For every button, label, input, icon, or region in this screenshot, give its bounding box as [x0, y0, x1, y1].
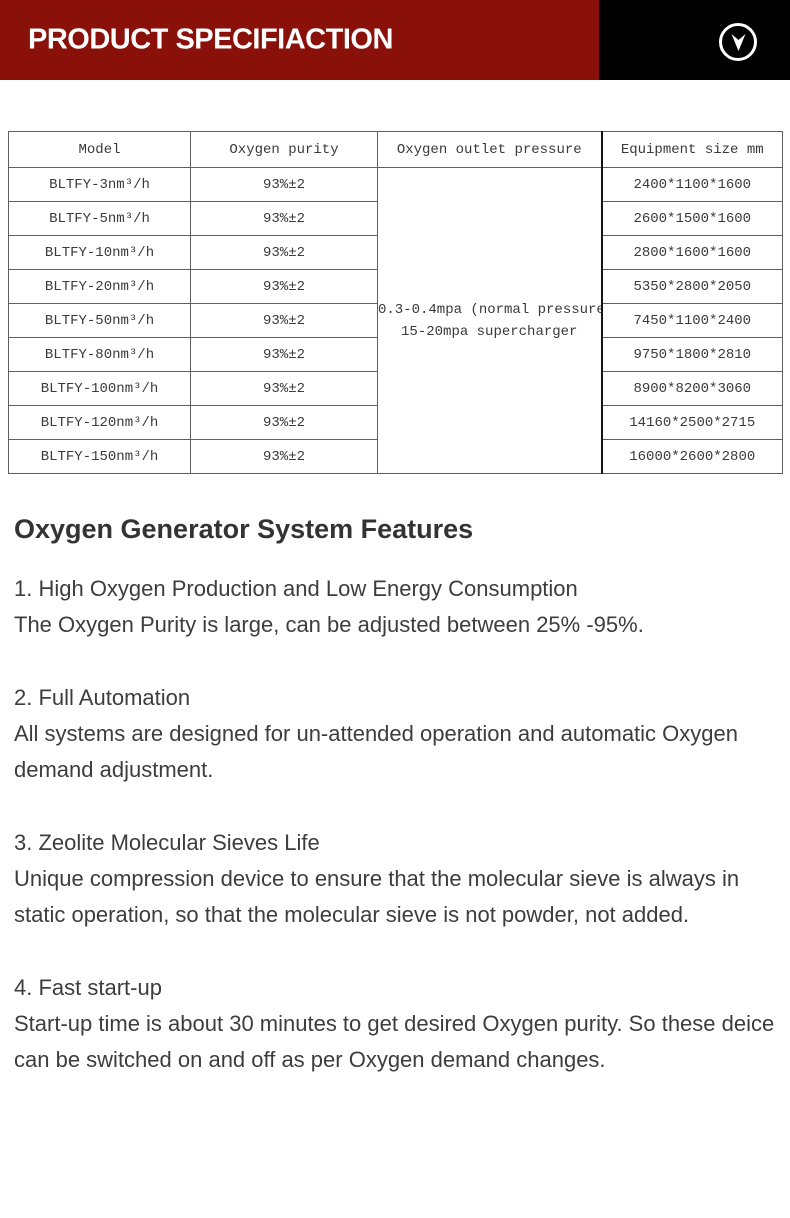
purity-cell: 93%±2 [190, 269, 378, 304]
feature-title: 3. Zeolite Molecular Sieves Life [14, 830, 320, 855]
feature-item: 1. High Oxygen Production and Low Energy… [14, 571, 776, 643]
pressure-line: 15-20mpa supercharger [401, 323, 578, 340]
feature-title: 4. Fast start-up [14, 975, 162, 1000]
table-row: BLTFY-120nm³/h 93%±2 14160*2500*2715 [8, 405, 783, 440]
feature-title: 2. Full Automation [14, 685, 191, 710]
header-banner: PRODUCT SPECIFIACTION [0, 0, 790, 80]
model-cell: BLTFY-150nm³/h [8, 439, 191, 474]
feature-body: All systems are designed for un-attended… [14, 721, 738, 782]
size-cell: 2400*1100*1600 [600, 167, 783, 202]
model-cell: BLTFY-20nm³/h [8, 269, 191, 304]
pressure-merged-cell: 0.3-0.4mpa (normal pressure) 15-20mpa sup… [377, 167, 602, 474]
size-cell: 14160*2500*2715 [600, 405, 783, 440]
feature-title: 1. High Oxygen Production and Low Energy… [14, 576, 578, 601]
features-section: Oxygen Generator System Features 1. High… [14, 514, 776, 1078]
model-cell: BLTFY-5nm³/h [8, 201, 191, 236]
feature-item: 4. Fast start-up Start-up time is about 3… [14, 970, 776, 1078]
col-header-size: Equipment size mm [600, 131, 783, 168]
size-cell: 2600*1500*1600 [600, 201, 783, 236]
table-header-row: Model Oxygen purity Oxygen outlet pressu… [8, 131, 783, 168]
feature-body: The Oxygen Purity is large, can be adjus… [14, 612, 644, 637]
scroll-down-button[interactable] [719, 23, 757, 61]
pressure-line: 0.3-0.4mpa (normal pressure) [378, 301, 602, 318]
col-header-pressure: Oxygen outlet pressure [377, 131, 602, 168]
table-row: BLTFY-5nm³/h 93%±2 2600*1500*1600 [8, 201, 783, 236]
size-cell: 7450*1100*2400 [600, 303, 783, 338]
size-cell: 5350*2800*2050 [600, 269, 783, 304]
table-row: BLTFY-150nm³/h 93%±2 16000*2600*2800 [8, 439, 783, 474]
feature-body: Unique compression device to ensure that… [14, 866, 740, 927]
table-row: BLTFY-100nm³/h 93%±2 8900*8200*3060 [8, 371, 783, 406]
page-title: PRODUCT SPECIFIACTION [28, 23, 393, 56]
table-row: BLTFY-20nm³/h 93%±2 5350*2800*2050 [8, 269, 783, 304]
purity-cell: 93%±2 [190, 303, 378, 338]
table-row: BLTFY-50nm³/h 93%±2 7450*1100*2400 [8, 303, 783, 338]
features-list: 1. High Oxygen Production and Low Energy… [14, 571, 776, 1078]
size-cell: 8900*8200*3060 [600, 371, 783, 406]
model-cell: BLTFY-120nm³/h [8, 405, 191, 440]
purity-cell: 93%±2 [190, 371, 378, 406]
table-row: BLTFY-80nm³/h 93%±2 9750*1800*2810 [8, 337, 783, 372]
spec-table: Model Oxygen purity Oxygen outlet pressu… [8, 131, 783, 474]
size-cell: 9750*1800*2810 [600, 337, 783, 372]
model-cell: BLTFY-10nm³/h [8, 235, 191, 270]
table-row: BLTFY-3nm³/h 93%±2 0.3-0.4mpa (normal pres… [8, 167, 783, 474]
circle-down-arrow-icon [730, 33, 747, 52]
purity-cell: 93%±2 [190, 337, 378, 372]
header-black-block [599, 0, 790, 80]
size-cell: 2800*1600*1600 [600, 235, 783, 270]
feature-body: Start-up time is about 30 minutes to get… [14, 1011, 775, 1072]
purity-cell: 93%±2 [190, 405, 378, 440]
purity-cell: 93%±2 [190, 201, 378, 236]
purity-cell: 93%±2 [190, 439, 378, 474]
purity-cell: 93%±2 [190, 167, 378, 202]
col-header-purity: Oxygen purity [190, 131, 378, 168]
model-cell: BLTFY-100nm³/h [8, 371, 191, 406]
feature-item: 3. Zeolite Molecular Sieves Life Unique c… [14, 825, 776, 933]
feature-item: 2. Full Automation All systems are design… [14, 680, 776, 788]
purity-cell: 93%±2 [190, 235, 378, 270]
size-cell: 16000*2600*2800 [600, 439, 783, 474]
table-row: BLTFY-10nm³/h 93%±2 2800*1600*1600 [8, 235, 783, 270]
col-header-model: Model [8, 131, 191, 168]
model-cell: BLTFY-3nm³/h [8, 167, 191, 202]
spec-table-body: BLTFY-3nm³/h 93%±2 0.3-0.4mpa (normal pres… [8, 167, 783, 474]
model-cell: BLTFY-80nm³/h [8, 337, 191, 372]
features-heading: Oxygen Generator System Features [14, 514, 474, 544]
model-cell: BLTFY-50nm³/h [8, 303, 191, 338]
